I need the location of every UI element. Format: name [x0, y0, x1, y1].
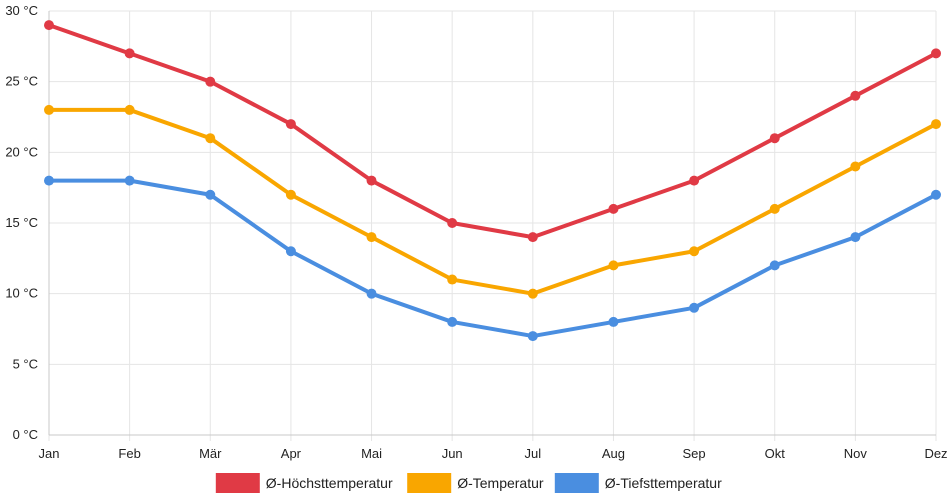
grid-layer [48, 10, 937, 441]
data-point[interactable] [527, 288, 538, 299]
data-point[interactable] [205, 133, 216, 144]
y-tick-label: 10 °C [5, 286, 38, 301]
data-point[interactable] [608, 203, 619, 214]
data-point[interactable] [931, 119, 941, 130]
legend-label[interactable]: Ø-Tiefsttemperatur [605, 475, 722, 491]
data-point[interactable] [931, 48, 941, 59]
legend: Ø-Höchsttemperatur Ø-Temperatur Ø-Tiefstte… [215, 473, 722, 493]
y-tick-label: 25 °C [5, 74, 38, 89]
data-point[interactable] [769, 260, 780, 271]
legend-item[interactable]: Ø-Temperatur [407, 473, 544, 493]
axis-layer: 0 °C 5 °C 10 °C 15 °C 20 °C 25 °C 30 °C Jan Feb M… [5, 3, 947, 461]
x-tick-label: Okt [765, 446, 786, 461]
data-point[interactable] [124, 175, 135, 186]
x-tick-label: Jul [525, 446, 542, 461]
x-tick-label: Dez [924, 446, 947, 461]
series-line[interactable] [47, 23, 938, 240]
data-point[interactable] [608, 316, 619, 327]
data-point[interactable] [205, 189, 216, 200]
legend-item[interactable]: Ø-Tiefsttemperatur [554, 473, 722, 493]
legend-label[interactable]: Ø-Temperatur [457, 475, 544, 491]
data-point[interactable] [447, 218, 458, 228]
data-point[interactable] [44, 104, 54, 115]
data-point[interactable] [124, 104, 135, 115]
x-tick-label: Apr [281, 446, 302, 461]
data-point[interactable] [366, 232, 377, 243]
y-tick-label: 5 °C [13, 356, 38, 371]
data-point[interactable] [285, 189, 296, 200]
data-point[interactable] [447, 274, 458, 285]
data-point[interactable] [285, 246, 296, 257]
series-line[interactable] [47, 107, 938, 296]
data-point[interactable] [44, 175, 54, 186]
data-point[interactable] [689, 246, 700, 257]
x-tick-label: Feb [118, 446, 140, 461]
x-tick-label: Aug [602, 446, 625, 461]
legend-label[interactable]: Ø-Höchsttemperatur [266, 475, 393, 491]
data-point[interactable] [689, 175, 700, 186]
data-point[interactable] [366, 175, 377, 186]
legend-swatch[interactable] [554, 473, 599, 493]
series-1 [44, 104, 941, 299]
data-point[interactable] [850, 161, 861, 172]
y-tick-label: 30 °C [5, 3, 38, 18]
data-point[interactable] [769, 203, 780, 214]
x-tick-label: Jan [39, 446, 60, 461]
series-0 [44, 20, 941, 243]
x-tick-label: Sep [683, 446, 706, 461]
data-point[interactable] [850, 90, 861, 101]
data-point[interactable] [285, 119, 296, 130]
legend-item[interactable]: Ø-Höchsttemperatur [215, 473, 393, 493]
data-point[interactable] [124, 48, 135, 59]
data-point[interactable] [689, 302, 700, 313]
data-point[interactable] [527, 331, 538, 342]
legend-swatch[interactable] [407, 473, 452, 493]
data-point[interactable] [44, 20, 54, 31]
series-layer [44, 20, 941, 342]
y-tick-label: 15 °C [5, 215, 38, 230]
data-point[interactable] [205, 76, 216, 87]
x-tick-label: Jun [442, 446, 463, 461]
x-tick-label: Mai [361, 446, 382, 461]
data-point[interactable] [527, 232, 538, 243]
legend-swatch[interactable] [215, 473, 260, 493]
y-tick-label: 20 °C [5, 144, 38, 159]
data-point[interactable] [931, 189, 941, 200]
data-point[interactable] [769, 133, 780, 144]
series-line[interactable] [47, 178, 938, 339]
data-point[interactable] [366, 288, 377, 299]
data-point[interactable] [850, 232, 861, 243]
x-tick-label: Nov [844, 446, 868, 461]
y-tick-label: 0 °C [13, 427, 38, 442]
data-point[interactable] [608, 260, 619, 271]
x-tick-label: Mär [199, 446, 222, 461]
data-point[interactable] [447, 316, 458, 327]
series-2 [44, 175, 941, 342]
